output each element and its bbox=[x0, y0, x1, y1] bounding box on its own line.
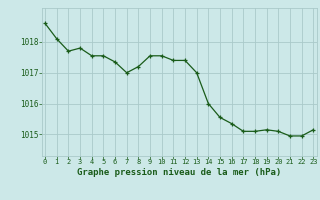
X-axis label: Graphe pression niveau de la mer (hPa): Graphe pression niveau de la mer (hPa) bbox=[77, 168, 281, 177]
